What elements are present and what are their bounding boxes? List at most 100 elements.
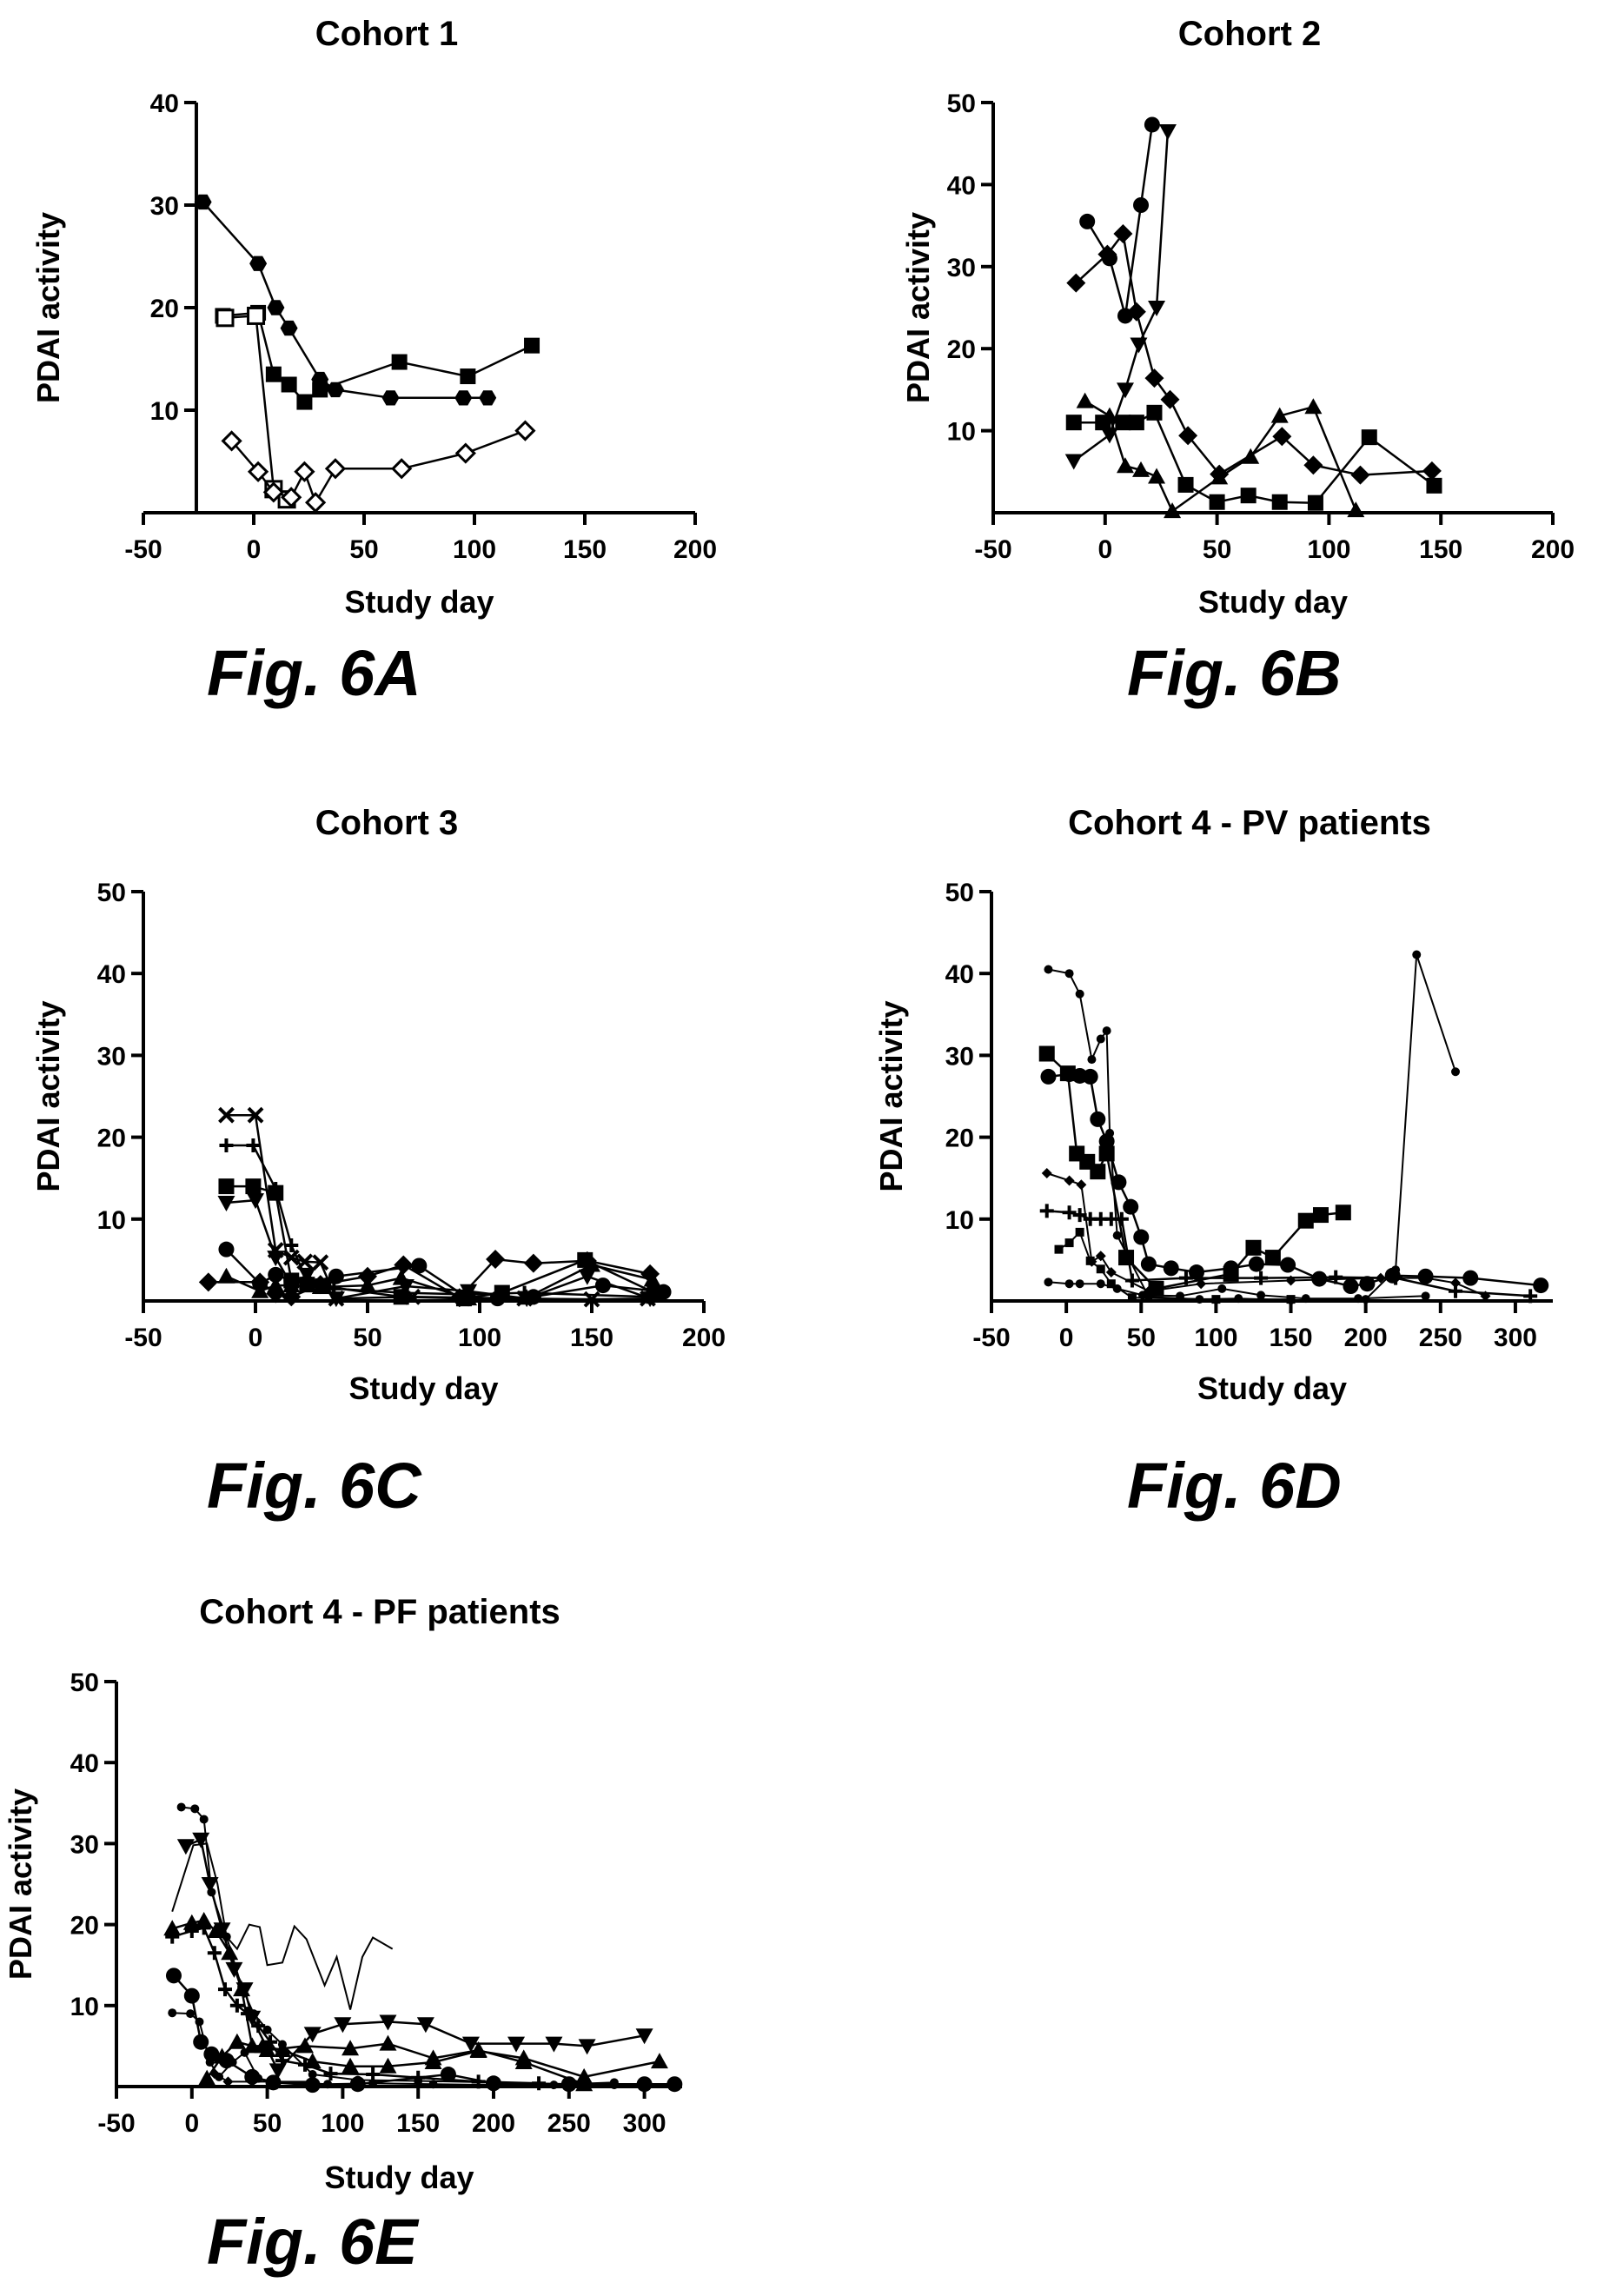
data-point xyxy=(341,2057,360,2074)
data-point xyxy=(281,487,302,508)
y-tick-label: 20 xyxy=(97,1125,126,1153)
series-line xyxy=(1075,230,1432,476)
y-axis-label: PDAI activity xyxy=(3,1788,38,1980)
series-4 xyxy=(221,420,536,514)
data-point xyxy=(1384,1267,1401,1284)
data-point xyxy=(282,1277,301,1293)
data-point xyxy=(296,2037,314,2054)
data-point xyxy=(379,2034,397,2051)
data-point xyxy=(327,1291,345,1308)
data-point xyxy=(1144,368,1164,388)
data-point xyxy=(1098,1133,1115,1150)
data-point xyxy=(523,1253,543,1273)
y-tick-label: 10 xyxy=(947,418,976,447)
data-point xyxy=(1272,427,1292,447)
y-axis-label: PDAI activity xyxy=(30,1000,66,1191)
data-point xyxy=(392,1269,410,1285)
data-point xyxy=(284,1238,299,1252)
data-point xyxy=(549,2080,559,2090)
data-point xyxy=(411,1257,428,1274)
data-point xyxy=(424,2049,442,2066)
data-point xyxy=(489,2080,498,2090)
data-point xyxy=(194,194,212,210)
x-tick-label: 150 xyxy=(570,1324,613,1352)
data-point xyxy=(1095,415,1111,431)
data-point xyxy=(1361,429,1377,446)
data-point xyxy=(1280,1257,1296,1273)
x-tick-label: 150 xyxy=(1270,1324,1313,1352)
x-tick-label: 150 xyxy=(1419,535,1462,564)
data-point xyxy=(1146,404,1163,421)
data-point xyxy=(1389,1271,1403,1285)
data-point xyxy=(640,1264,660,1284)
data-point xyxy=(1177,476,1194,493)
x-tick-label: 100 xyxy=(321,2109,364,2138)
series-line xyxy=(1086,124,1154,316)
data-point xyxy=(1210,468,1229,485)
data-point xyxy=(201,1877,219,1893)
y-axis-label: PDAI activity xyxy=(900,212,936,403)
data-point xyxy=(1140,1256,1157,1272)
data-point xyxy=(205,2058,215,2067)
x-tick-label: 200 xyxy=(1531,535,1575,564)
data-point xyxy=(1286,1295,1296,1304)
data-point xyxy=(1361,1295,1370,1304)
data-point xyxy=(1075,1279,1084,1289)
series-line xyxy=(230,429,526,506)
data-point xyxy=(1196,1278,1207,1290)
data-point xyxy=(221,430,242,452)
data-point xyxy=(1130,337,1148,354)
y-tick-label: 40 xyxy=(97,960,126,989)
data-point xyxy=(428,2080,438,2089)
data-point xyxy=(268,1266,284,1283)
x-tick-label: 250 xyxy=(1419,1324,1462,1352)
y-tick-label: 10 xyxy=(70,1993,99,2021)
data-point xyxy=(1075,989,1084,999)
data-point xyxy=(1132,461,1150,477)
data-point xyxy=(209,2068,220,2080)
panel-cohort-4-pv: Cohort 4 - PV patients -50 0 50 100 150 200 250… xyxy=(873,804,1553,1406)
series-8 xyxy=(198,2033,593,2092)
y-tick-label: 40 xyxy=(70,1749,99,1778)
data-point xyxy=(217,1982,232,1997)
x-tick-label: 200 xyxy=(682,1324,726,1352)
data-point xyxy=(1112,1284,1122,1293)
data-point xyxy=(461,2036,480,2053)
series-line xyxy=(1072,130,1170,462)
data-point xyxy=(1039,1204,1054,1218)
data-point xyxy=(594,1277,611,1294)
data-point xyxy=(246,1138,261,1153)
data-point xyxy=(1090,1164,1106,1180)
data-point xyxy=(1148,301,1166,316)
data-point xyxy=(1257,1291,1266,1300)
data-point xyxy=(1523,1289,1538,1304)
data-point xyxy=(1178,1271,1193,1285)
data-point xyxy=(1065,415,1082,431)
data-point xyxy=(1111,1174,1127,1191)
data-point xyxy=(1211,1295,1221,1304)
data-point xyxy=(215,309,235,328)
data-point xyxy=(247,2076,258,2087)
data-point xyxy=(196,1921,211,1935)
data-point xyxy=(1087,1055,1097,1065)
data-point xyxy=(1044,1277,1053,1287)
data-point xyxy=(165,1968,182,1984)
data-point xyxy=(183,1987,200,2004)
data-point xyxy=(303,2027,322,2043)
data-point xyxy=(229,1998,244,2013)
x-axis-label: Study day xyxy=(344,584,494,620)
y-axis-label: PDAI activity xyxy=(873,1000,909,1191)
data-point xyxy=(368,2079,378,2088)
data-point xyxy=(1240,488,1257,504)
y-tick-label: 30 xyxy=(947,254,976,282)
y-tick-label: 50 xyxy=(70,1669,99,1697)
data-point xyxy=(176,1839,195,1855)
figure-caption-6b: Fig. 6B xyxy=(1127,637,1342,709)
data-point xyxy=(1312,1207,1329,1224)
data-point xyxy=(245,1178,262,1195)
data-point xyxy=(1462,1270,1479,1286)
data-point xyxy=(524,337,540,354)
x-axis-label: Study day xyxy=(1197,1370,1347,1406)
x-tick-label: 50 xyxy=(1127,1324,1156,1352)
